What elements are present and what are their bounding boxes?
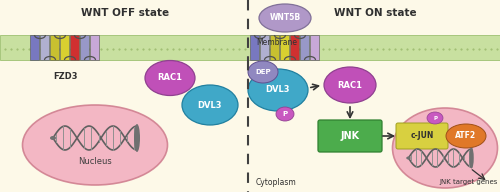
Bar bbox=[310, 35, 319, 60]
Text: WNT5B: WNT5B bbox=[270, 13, 300, 22]
Text: ATF2: ATF2 bbox=[456, 132, 476, 141]
Bar bbox=[80, 35, 89, 60]
Ellipse shape bbox=[324, 67, 376, 103]
Bar bbox=[30, 35, 39, 60]
Text: Nucleus: Nucleus bbox=[78, 157, 112, 166]
Bar bbox=[270, 35, 279, 60]
Text: JNK: JNK bbox=[340, 131, 359, 141]
Bar bbox=[90, 35, 99, 60]
Ellipse shape bbox=[427, 112, 443, 124]
Bar bbox=[50, 35, 59, 60]
Bar bbox=[40, 35, 49, 60]
Ellipse shape bbox=[392, 108, 498, 188]
Text: P: P bbox=[282, 111, 288, 117]
Text: DVL3: DVL3 bbox=[198, 100, 222, 109]
Text: Cytoplasm: Cytoplasm bbox=[256, 178, 297, 187]
FancyBboxPatch shape bbox=[318, 120, 382, 152]
Ellipse shape bbox=[145, 60, 195, 95]
Text: FZD3: FZD3 bbox=[53, 72, 77, 81]
Ellipse shape bbox=[50, 136, 56, 140]
Text: WNT ON state: WNT ON state bbox=[334, 8, 416, 18]
Bar bbox=[290, 35, 299, 60]
Text: JNK target genes: JNK target genes bbox=[440, 179, 498, 185]
Ellipse shape bbox=[22, 105, 168, 185]
Bar bbox=[250, 35, 259, 60]
Ellipse shape bbox=[259, 4, 311, 32]
Bar bbox=[0, 35, 500, 60]
Ellipse shape bbox=[406, 156, 411, 160]
Text: P: P bbox=[433, 116, 437, 121]
Bar bbox=[70, 35, 79, 60]
Ellipse shape bbox=[446, 124, 486, 148]
Bar bbox=[60, 35, 69, 60]
FancyBboxPatch shape bbox=[396, 123, 448, 149]
Text: c-JUN: c-JUN bbox=[410, 132, 434, 141]
Ellipse shape bbox=[248, 69, 308, 111]
Text: DVL3: DVL3 bbox=[266, 85, 290, 94]
Text: RAC1: RAC1 bbox=[338, 80, 362, 89]
Bar bbox=[260, 35, 269, 60]
Ellipse shape bbox=[134, 124, 140, 152]
Bar bbox=[300, 35, 309, 60]
Ellipse shape bbox=[469, 147, 474, 169]
Ellipse shape bbox=[276, 107, 294, 121]
Text: WNT OFF state: WNT OFF state bbox=[81, 8, 169, 18]
Text: RAC1: RAC1 bbox=[158, 74, 182, 83]
Bar bbox=[280, 35, 289, 60]
Ellipse shape bbox=[182, 85, 238, 125]
Ellipse shape bbox=[248, 61, 278, 83]
Text: DEP: DEP bbox=[255, 69, 271, 75]
Text: Membrane: Membrane bbox=[256, 38, 297, 47]
